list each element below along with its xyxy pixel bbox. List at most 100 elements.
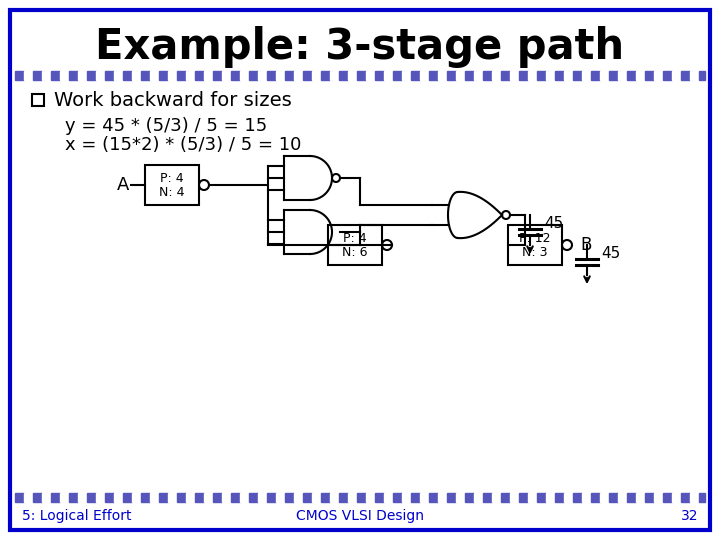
Bar (508, 225, 562, 265)
Bar (645, 71, 654, 80)
Bar (177, 71, 186, 80)
Bar (429, 493, 438, 502)
Bar (258, 71, 267, 80)
Bar (348, 71, 357, 80)
Text: 45: 45 (601, 246, 620, 260)
Bar (285, 493, 294, 502)
Bar (375, 493, 384, 502)
Bar (168, 493, 177, 502)
Bar (636, 493, 645, 502)
Bar (600, 493, 609, 502)
Bar (366, 493, 375, 502)
Bar (609, 493, 618, 502)
Bar (42, 71, 51, 80)
Bar (33, 71, 42, 80)
Bar (114, 493, 123, 502)
Bar (699, 71, 705, 80)
Bar (438, 493, 447, 502)
Bar (132, 71, 141, 80)
Bar (303, 493, 312, 502)
Bar (159, 493, 168, 502)
Bar (213, 493, 222, 502)
Bar (699, 493, 705, 502)
Bar (519, 493, 528, 502)
Bar (663, 493, 672, 502)
Bar (582, 71, 591, 80)
Bar (51, 71, 60, 80)
Bar (456, 71, 465, 80)
Text: Example: 3-stage path: Example: 3-stage path (96, 26, 624, 68)
Text: A: A (117, 176, 129, 194)
Bar (96, 71, 105, 80)
Bar (609, 71, 618, 80)
Bar (582, 493, 591, 502)
Bar (186, 493, 195, 502)
Bar (411, 71, 420, 80)
Bar (60, 493, 69, 502)
Bar (285, 71, 294, 80)
Bar (150, 493, 159, 502)
Bar (366, 71, 375, 80)
Bar (294, 493, 303, 502)
Bar (321, 71, 330, 80)
Bar (555, 493, 564, 502)
Bar (339, 71, 348, 80)
Bar (672, 71, 681, 80)
Text: Work backward for sizes: Work backward for sizes (54, 91, 292, 110)
Bar (69, 71, 78, 80)
Bar (690, 493, 699, 502)
Bar (330, 493, 339, 502)
Bar (591, 71, 600, 80)
Text: 45: 45 (544, 215, 563, 231)
Text: P: 4: P: 4 (343, 232, 366, 245)
Bar (555, 71, 564, 80)
Text: 5: Logical Effort: 5: Logical Effort (22, 509, 132, 523)
Bar (402, 493, 411, 502)
Bar (328, 225, 382, 265)
Bar (204, 71, 213, 80)
Bar (150, 71, 159, 80)
Bar (132, 493, 141, 502)
Bar (195, 71, 204, 80)
Bar (681, 493, 690, 502)
Bar (15, 493, 24, 502)
Text: N: 4: N: 4 (159, 186, 185, 199)
Bar (357, 71, 366, 80)
Bar (384, 71, 393, 80)
Bar (456, 493, 465, 502)
Text: P: 4: P: 4 (160, 172, 184, 185)
Bar (222, 493, 231, 502)
Bar (483, 71, 492, 80)
Bar (87, 493, 96, 502)
Text: P: 12: P: 12 (519, 232, 551, 245)
Text: B: B (580, 236, 591, 254)
Bar (168, 71, 177, 80)
Bar (60, 71, 69, 80)
Bar (537, 71, 546, 80)
Bar (519, 71, 528, 80)
Bar (636, 71, 645, 80)
Bar (321, 493, 330, 502)
Bar (447, 493, 456, 502)
Bar (145, 165, 199, 205)
Bar (51, 493, 60, 502)
Bar (618, 71, 627, 80)
Bar (510, 493, 519, 502)
Bar (402, 71, 411, 80)
Bar (276, 493, 285, 502)
Bar (654, 71, 663, 80)
Bar (123, 493, 132, 502)
Bar (258, 493, 267, 502)
Bar (24, 71, 33, 80)
Bar (420, 493, 429, 502)
Bar (546, 71, 555, 80)
Bar (303, 71, 312, 80)
Bar (186, 71, 195, 80)
Bar (681, 71, 690, 80)
Bar (32, 94, 44, 106)
Bar (312, 493, 321, 502)
Bar (537, 493, 546, 502)
Bar (627, 71, 636, 80)
Bar (87, 71, 96, 80)
Bar (573, 493, 582, 502)
